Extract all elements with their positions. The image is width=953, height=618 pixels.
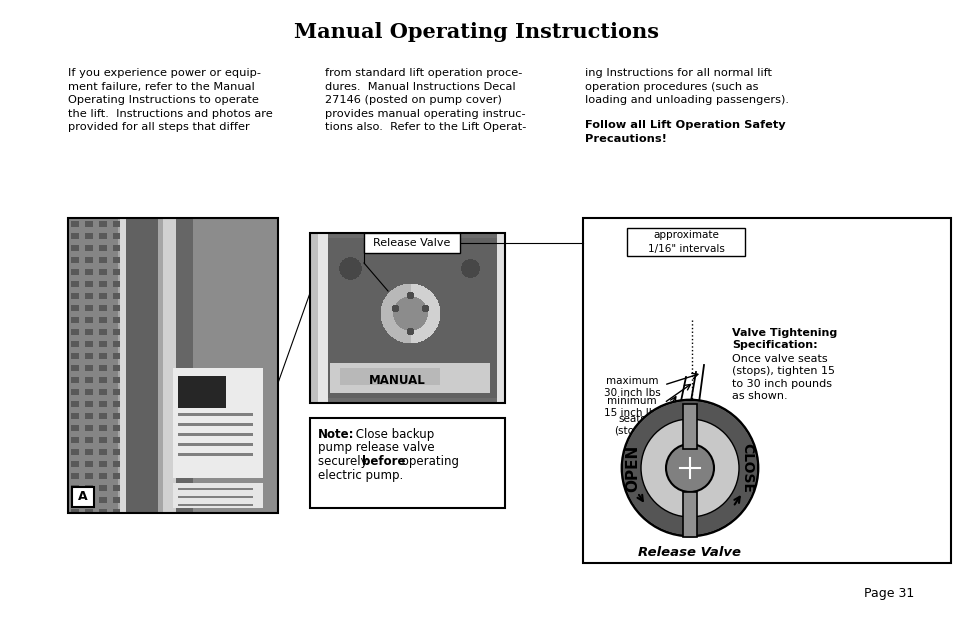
- Text: Page 31: Page 31: [862, 587, 913, 600]
- Text: operating: operating: [397, 455, 458, 468]
- Bar: [582, 218, 950, 563]
- Text: A: A: [78, 491, 88, 504]
- Text: approximate
1/16" intervals: approximate 1/16" intervals: [647, 231, 723, 253]
- Text: securely: securely: [317, 455, 371, 468]
- Text: seats
(stops): seats (stops): [614, 414, 649, 436]
- Circle shape: [640, 419, 739, 517]
- Wedge shape: [622, 401, 757, 535]
- Text: Valve Tightening
Specification:: Valve Tightening Specification:: [731, 328, 837, 350]
- Text: before: before: [361, 455, 405, 468]
- Bar: [682, 404, 697, 449]
- Text: Release Valve: Release Valve: [638, 546, 740, 559]
- Bar: [71, 487, 94, 507]
- Text: CLOSE: CLOSE: [740, 443, 753, 493]
- Text: Close backup: Close backup: [352, 428, 434, 441]
- Text: Follow all Lift Operation Safety
Precautions!: Follow all Lift Operation Safety Precaut…: [584, 120, 785, 143]
- Text: electric pump.: electric pump.: [317, 468, 403, 481]
- Text: OPEN: OPEN: [625, 444, 639, 492]
- Bar: [626, 228, 744, 256]
- Circle shape: [621, 400, 758, 536]
- Text: maximum
30 inch lbs: maximum 30 inch lbs: [603, 376, 659, 398]
- Text: MANUAL: MANUAL: [369, 375, 426, 387]
- Text: ing Instructions for all normal lift
operation procedures (such as
loading and u: ing Instructions for all normal lift ope…: [584, 68, 788, 105]
- Text: Once valve seats
(stops), tighten 15
to 30 inch pounds
as shown.: Once valve seats (stops), tighten 15 to …: [731, 354, 834, 401]
- Text: Manual Operating Instructions: Manual Operating Instructions: [294, 22, 659, 42]
- Bar: [364, 233, 459, 253]
- Text: minimum
15 inch lbs: minimum 15 inch lbs: [603, 396, 659, 418]
- Bar: [68, 218, 277, 513]
- Text: Release Valve: Release Valve: [373, 238, 450, 248]
- Bar: [682, 492, 697, 537]
- Text: from standard lift operation proce-
dures.  Manual Instructions Decal
27146 (pos: from standard lift operation proce- dure…: [325, 68, 526, 132]
- Bar: [310, 418, 504, 508]
- Text: If you experience power or equip-
ment failure, refer to the Manual
Operating In: If you experience power or equip- ment f…: [68, 68, 273, 132]
- Text: pump release valve: pump release valve: [317, 441, 435, 454]
- Text: Note:: Note:: [317, 428, 355, 441]
- Circle shape: [665, 444, 713, 492]
- Bar: [310, 233, 504, 403]
